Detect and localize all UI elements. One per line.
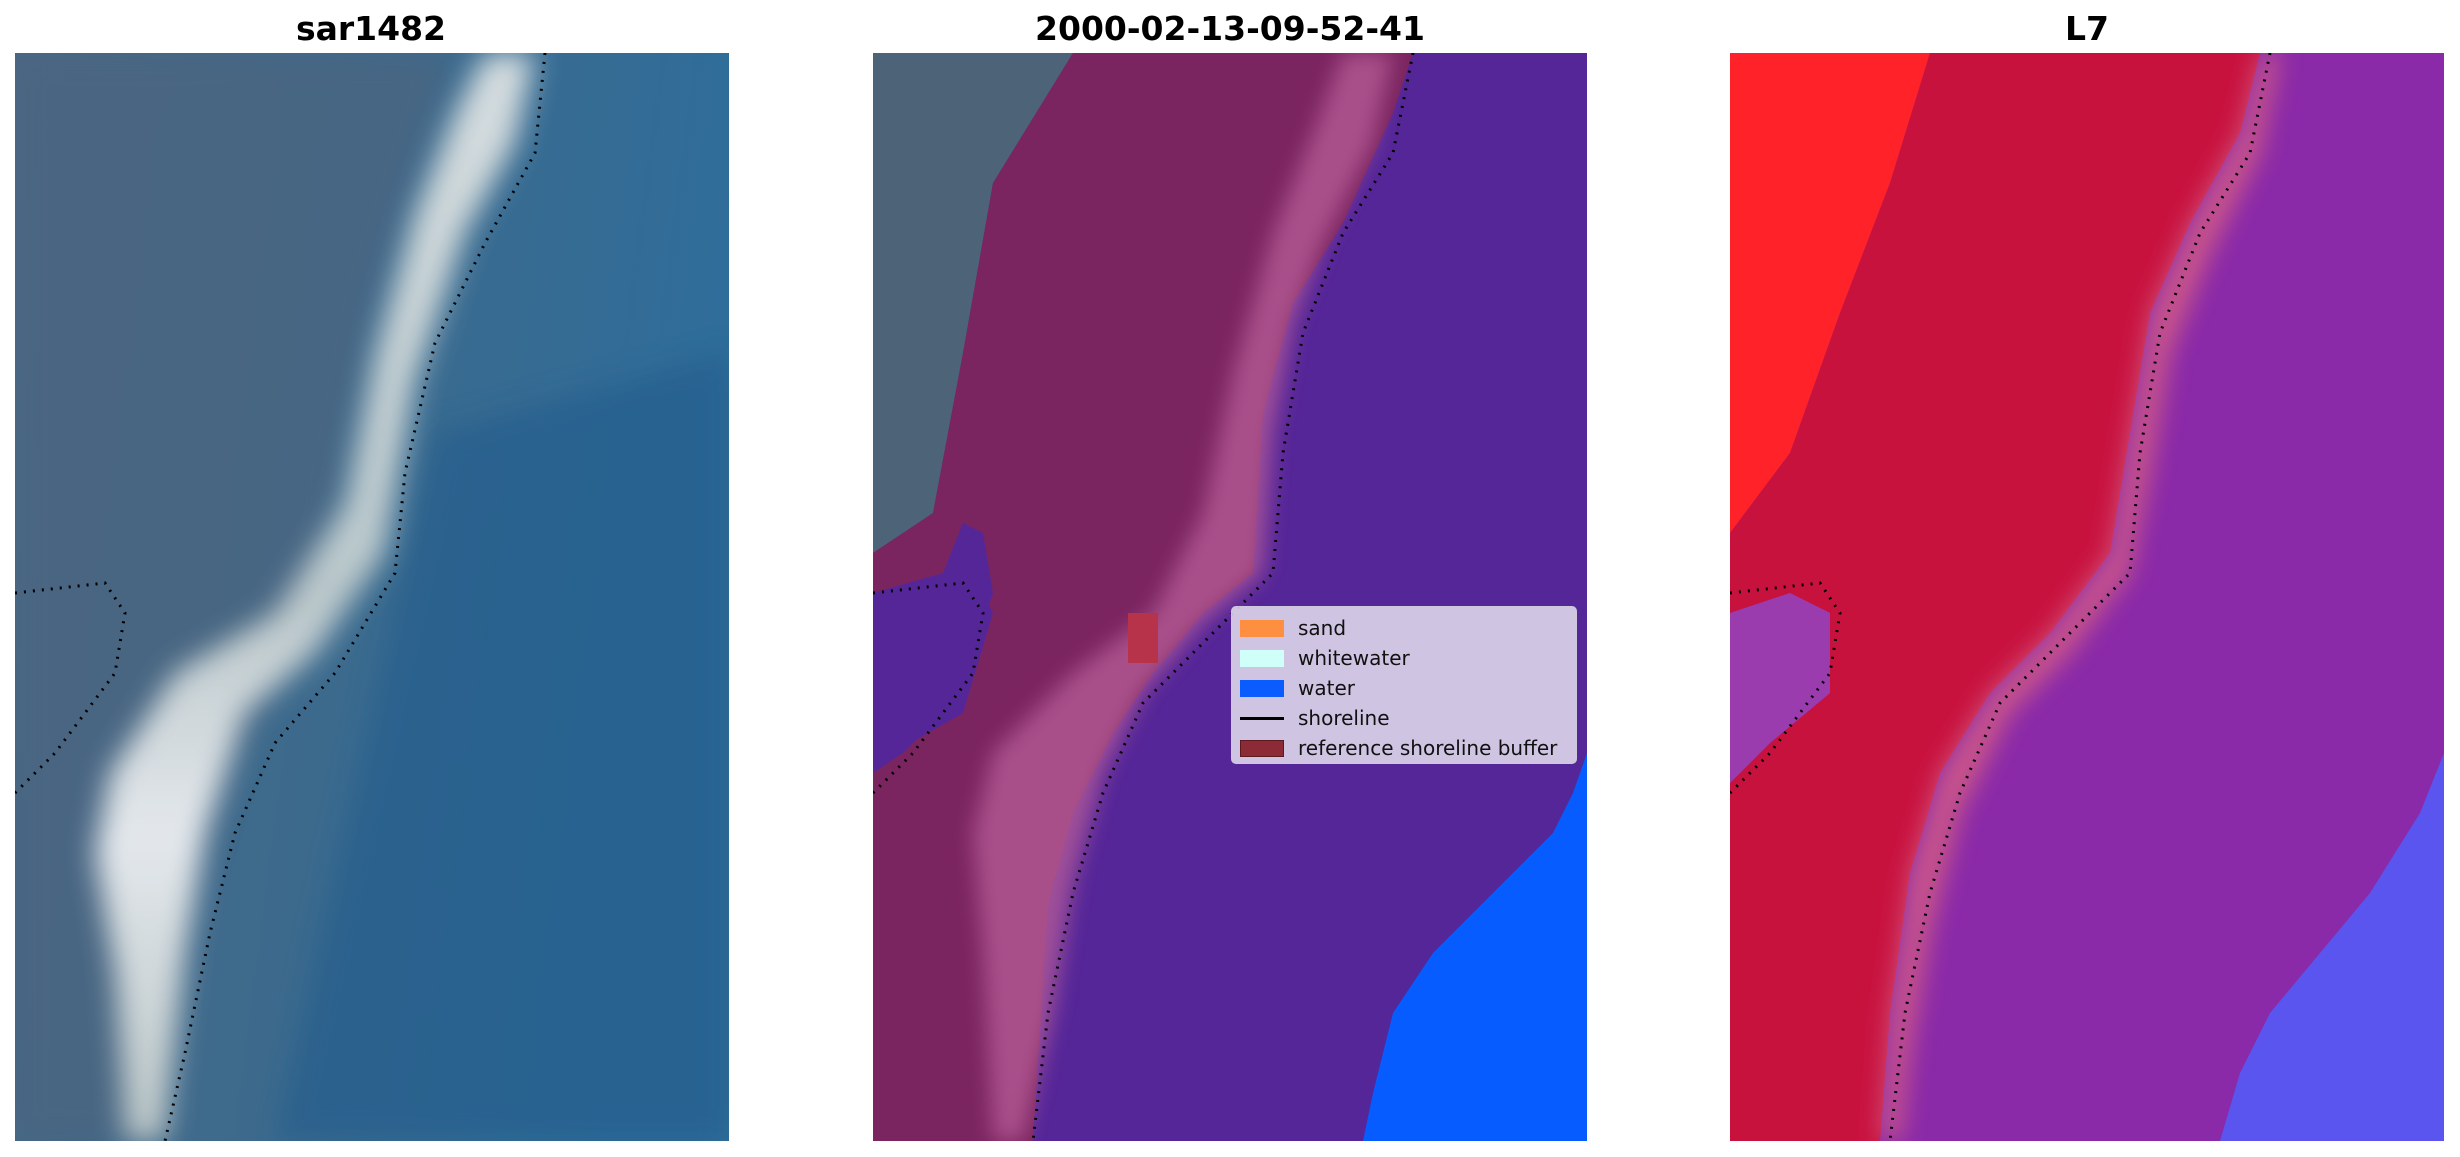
panel-title-rgb: sar1482: [295, 9, 447, 48]
panel-title-classification: 2000-02-13-09-52-41: [1035, 9, 1425, 48]
sand-swatch-icon: [1240, 619, 1284, 637]
legend-label: shoreline: [1298, 706, 1390, 730]
rgb-image-panel: [15, 53, 729, 1141]
legend-label: whitewater: [1298, 646, 1410, 670]
legend-label: sand: [1298, 616, 1347, 640]
buffer-swatch-icon: [1240, 739, 1284, 757]
classification-image-panel: [873, 53, 1587, 1141]
shoreline-line-icon: [1240, 710, 1284, 727]
legend-label: reference shoreline buffer: [1298, 736, 1558, 760]
legend-item-water: water: [1240, 673, 1568, 703]
panel-title-false-color: L7: [2065, 9, 2109, 48]
false-color-image-panel: [1730, 53, 2444, 1141]
legend-item-whitewater: whitewater: [1240, 643, 1568, 673]
legend-item-sand: sand: [1240, 613, 1568, 643]
water-swatch-icon: [1240, 679, 1284, 697]
legend: sand whitewater water shoreline referenc…: [1231, 606, 1577, 764]
legend-item-reference-buffer: reference shoreline buffer: [1240, 733, 1568, 763]
whitewater-swatch-icon: [1240, 649, 1284, 667]
legend-label: water: [1298, 676, 1355, 700]
legend-item-shoreline: shoreline: [1240, 703, 1568, 733]
